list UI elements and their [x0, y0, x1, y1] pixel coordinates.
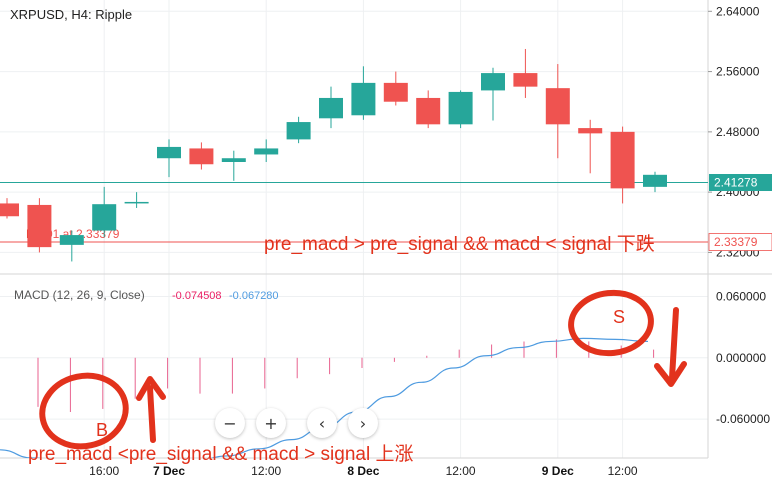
- candle-body: [254, 148, 279, 155]
- price-tick-label: 2.64000: [716, 4, 760, 18]
- buy-condition-annotation: pre_macd <pre_signal && macd > signal 上涨: [28, 443, 413, 465]
- candle-body: [0, 203, 19, 217]
- zoom-in-button[interactable]: +: [256, 408, 286, 438]
- up-arrow-icon: [136, 376, 166, 443]
- scroll-left-button[interactable]: ‹: [307, 408, 337, 438]
- time-tick-label: 12:00: [608, 464, 638, 478]
- candle-body: [610, 131, 635, 189]
- current-price-badge: 2.41278: [709, 174, 772, 192]
- candle-body: [383, 82, 408, 102]
- down-arrow-icon: [654, 307, 687, 387]
- macd-legend-name: MACD (12, 26, 9, Close): [14, 288, 145, 302]
- candle-body: [481, 73, 505, 91]
- candle-body: [124, 201, 149, 204]
- scroll-right-button[interactable]: ›: [348, 408, 378, 438]
- order-price-value: 2.33379: [714, 235, 758, 249]
- macd-histogram: [37, 339, 655, 412]
- sell-condition-annotation: pre_macd > pre_signal && macd < signal 下…: [264, 233, 655, 255]
- candle-body: [286, 122, 311, 140]
- buy-marker-label: B: [96, 420, 108, 440]
- zoom-out-button[interactable]: −: [215, 408, 245, 438]
- candle-body: [59, 235, 84, 245]
- time-tick-label: 7 Dec: [153, 464, 185, 478]
- buy-marker-circle: B: [39, 372, 129, 450]
- candle-body: [189, 148, 214, 165]
- macd-tick-label: 0.060000: [716, 289, 766, 303]
- candle-body: [578, 128, 603, 134]
- candle-body: [319, 97, 343, 119]
- candle-body: [448, 91, 473, 125]
- order-price-badge: 2.33379: [708, 233, 772, 251]
- time-tick-label: 12:00: [446, 464, 476, 478]
- macd-tick-label: -0.060000: [716, 412, 770, 426]
- macd-legend-value-2: -0.067280: [229, 290, 279, 302]
- macd-legend-value-1: -0.074508: [172, 290, 222, 302]
- candle-body: [27, 204, 52, 248]
- candle-body: [416, 97, 441, 125]
- time-axis: 16:00 7 Dec 12:00 8 Dec 12:00 9 Dec 12:00: [89, 464, 638, 478]
- candlestick-series: [0, 48, 667, 262]
- current-price-value: 2.41278: [714, 176, 758, 190]
- candle-body: [643, 174, 667, 187]
- sell-marker-circle: S: [568, 289, 654, 357]
- candle-body: [351, 82, 376, 116]
- time-tick-label: 12:00: [251, 464, 281, 478]
- chart-title: XRPUSD, H4: Ripple: [10, 7, 132, 22]
- time-tick-label: 16:00: [89, 464, 119, 478]
- candle-body: [157, 146, 181, 159]
- candle-body: [513, 73, 538, 87]
- candle-body: [92, 204, 117, 231]
- macd-axis: 0.060000 0.000000 -0.060000: [716, 289, 770, 426]
- sell-marker-label: S: [613, 307, 625, 327]
- candle-body: [545, 88, 570, 125]
- time-tick-label: 8 Dec: [347, 464, 379, 478]
- macd-tick-label: 0.000000: [716, 351, 766, 365]
- price-tick-label: 2.48000: [716, 125, 760, 139]
- price-tick-label: 2.56000: [716, 65, 760, 79]
- time-tick-label: 9 Dec: [542, 464, 574, 478]
- candle-body: [221, 158, 246, 162]
